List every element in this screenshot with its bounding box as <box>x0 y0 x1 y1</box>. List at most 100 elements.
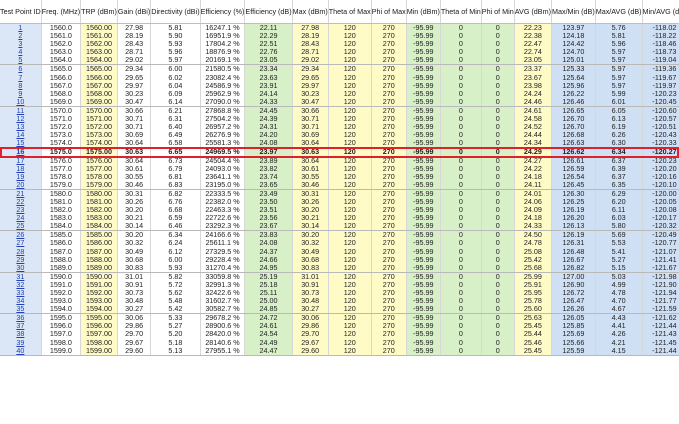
table-row[interactable]: 30 1589.0 1589.00 30.83 5.93 31270.4 % 24.95 30… <box>0 263 679 273</box>
test-point-id-link[interactable]: 25 <box>16 222 25 231</box>
table-row[interactable]: 40 1599.0 1599.00 29.60 5.13 27955.1 % 24.47 29… <box>0 346 679 356</box>
cell-theta-max: 120 <box>328 338 372 347</box>
test-point-id-link[interactable]: 36 <box>16 313 25 323</box>
test-point-id-link[interactable]: 13 <box>16 123 25 132</box>
test-point-id-link[interactable]: 38 <box>16 330 25 339</box>
table-row[interactable]: 25 1584.0 1584.00 30.14 6.46 23292.3 % 23.67 30… <box>0 222 679 232</box>
cell-phi-min: 0 <box>481 106 515 116</box>
test-point-id-link[interactable]: 1 <box>18 23 23 32</box>
table-row[interactable]: 17 1576.0 1576.00 30.64 6.73 24504.4 % 23.89 30… <box>0 156 679 165</box>
test-point-id-link[interactable]: 33 <box>16 289 25 297</box>
test-point-id-link[interactable]: 14 <box>16 131 25 140</box>
cell-directivity: 5.13 <box>150 346 201 356</box>
cell-avg: 25.63 <box>514 313 552 323</box>
table-row[interactable]: 15 1574.0 1574.00 30.64 6.58 25581.3 % 24.08 30… <box>0 139 679 149</box>
table-row[interactable]: 16 1575.0 1575.00 30.63 6.65 24969.5 % 23.97 30… <box>0 147 679 157</box>
table-row[interactable]: 8 1567.0 1567.00 29.97 6.04 24586.9 % 23.91 29.… <box>0 81 679 90</box>
test-point-id-link[interactable]: 22 <box>16 197 25 206</box>
table-row[interactable]: 5 1564.0 1564.00 29.02 5.97 20169.1 % 23.05 29.… <box>0 56 679 66</box>
table-row[interactable]: 21 1580.0 1580.00 30.31 6.82 22333.5 % 23.49 30… <box>0 189 679 198</box>
test-point-id-link[interactable]: 3 <box>18 40 23 49</box>
table-row[interactable]: 4 1563.0 1563.00 28.71 5.96 18876.9 % 22.76 28.… <box>0 48 679 57</box>
cell-max-min: 126.31 <box>551 239 596 248</box>
table-row[interactable]: 24 1583.0 1583.00 30.21 6.59 22722.6 % 23.56 30… <box>0 214 679 223</box>
test-point-id-link[interactable]: 5 <box>18 56 23 65</box>
cell-efficiency-db: 23.82 <box>244 164 293 173</box>
test-point-id-link[interactable]: 15 <box>16 139 25 148</box>
cell-max-avg: 6.03 <box>595 214 643 223</box>
table-row[interactable]: 19 1578.0 1578.00 30.55 6.81 23641.1 % 23.74 30… <box>0 172 679 181</box>
table-row[interactable]: 35 1594.0 1594.00 30.27 5.42 30582.7 % 24.85 30… <box>0 305 679 315</box>
cell-efficiency-db: 25.19 <box>244 272 293 281</box>
table-row[interactable]: 12 1571.0 1571.00 30.71 6.31 27504.2 % 24.39 30… <box>0 115 679 124</box>
table-row[interactable]: 37 1596.0 1596.00 29.86 5.27 28900.6 % 24.61 29… <box>0 322 679 331</box>
table-row[interactable]: 1 1560.0 1560.00 27.98 5.81 16247.1 % 22.11 27.… <box>0 23 679 33</box>
test-point-id-link[interactable]: 28 <box>16 247 25 256</box>
test-point-id-link[interactable]: 4 <box>18 48 23 57</box>
test-point-id-link[interactable]: 29 <box>16 255 25 264</box>
table-row[interactable]: 33 1592.0 1592.00 30.73 5.62 32422.6 % 25.11 30… <box>0 289 679 298</box>
test-point-id-link[interactable]: 21 <box>16 189 25 198</box>
table-row[interactable]: 34 1593.0 1593.00 30.48 5.48 31602.7 % 25.00 30… <box>0 297 679 306</box>
cell-id: 30 <box>0 263 42 273</box>
test-point-id-link[interactable]: 17 <box>16 156 25 165</box>
cell-efficiency-pct: 21580.5 % <box>200 64 246 74</box>
test-point-id-link[interactable]: 35 <box>16 305 25 314</box>
test-point-id-link[interactable]: 18 <box>16 164 25 173</box>
test-point-id-link[interactable]: 10 <box>16 97 25 106</box>
table-row[interactable]: 29 1588.0 1588.00 30.68 6.00 29228.4 % 24.66 30… <box>0 255 679 264</box>
test-point-id-link[interactable]: 40 <box>16 346 25 355</box>
test-point-id-link[interactable]: 34 <box>16 297 25 306</box>
table-row[interactable]: 7 1566.0 1566.00 29.65 6.02 23082.4 % 23.63 29.… <box>0 73 679 82</box>
cell-phi-max: 270 <box>371 280 407 289</box>
cell-gain: 30.26 <box>117 197 152 207</box>
test-point-id-link[interactable]: 12 <box>16 115 25 124</box>
table-row[interactable]: 2 1561.0 1561.00 28.19 5.90 16951.9 % 22.29 28.… <box>0 32 679 41</box>
cell-phi-min: 0 <box>481 322 515 331</box>
table-row[interactable]: 32 1591.0 1591.00 30.91 5.72 32991.3 % 25.18 30… <box>0 280 679 289</box>
table-row[interactable]: 31 1590.0 1590.00 31.01 5.82 33059.8 % 25.19 31… <box>0 272 679 281</box>
table-row[interactable]: 14 1573.0 1573.00 30.69 6.49 26276.9 % 24.20 30… <box>0 131 679 140</box>
table-row[interactable]: 27 1586.0 1586.00 30.32 6.24 25611.1 % 24.08 30… <box>0 239 679 248</box>
table-row[interactable]: 28 1587.0 1587.00 30.49 6.12 27329.5 % 24.37 30… <box>0 247 679 256</box>
test-point-id-link[interactable]: 7 <box>18 73 23 82</box>
test-point-id-link[interactable]: 39 <box>16 338 25 347</box>
table-row[interactable]: 22 1581.0 1581.00 30.26 6.76 22382.0 % 23.50 30… <box>0 197 679 207</box>
column-header-phi-max: Phi of Max <box>371 0 407 24</box>
cell-phi-max: 270 <box>371 73 407 82</box>
cell-freq: 1592.0 <box>41 289 82 298</box>
test-point-id-link[interactable]: 20 <box>16 180 25 189</box>
table-row[interactable]: 36 1595.0 1595.00 30.06 5.33 29678.2 % 24.72 30… <box>0 313 679 323</box>
table-row[interactable]: 20 1579.0 1579.00 30.46 6.83 23195.0 % 23.65 30… <box>0 180 679 190</box>
test-point-id-link[interactable]: 16 <box>16 147 25 157</box>
table-row[interactable]: 13 1572.0 1572.00 30.71 6.40 26957.2 % 24.31 30… <box>0 123 679 132</box>
test-point-id-link[interactable]: 9 <box>18 89 23 98</box>
test-point-id-link[interactable]: 31 <box>16 272 25 281</box>
cell-avg: 24.44 <box>514 131 552 140</box>
table-row[interactable]: 18 1577.0 1577.00 30.61 6.79 24093.0 % 23.82 30… <box>0 164 679 173</box>
test-point-id-link[interactable]: 24 <box>16 214 25 223</box>
test-point-id-link[interactable]: 6 <box>18 64 23 74</box>
test-point-id-link[interactable]: 32 <box>16 280 25 289</box>
table-row[interactable]: 26 1585.0 1585.00 30.20 6.34 24166.6 % 23.83 30… <box>0 230 679 240</box>
table-row[interactable]: 3 1562.0 1562.00 28.43 5.93 17804.2 % 22.51 28.… <box>0 40 679 49</box>
test-point-id-link[interactable]: 37 <box>16 322 25 331</box>
test-point-id-link[interactable]: 30 <box>16 263 25 272</box>
table-row[interactable]: 23 1582.0 1582.00 30.20 6.68 22463.3 % 23.51 30… <box>0 206 679 215</box>
column-header-freq: Freq. (MHz) <box>41 0 82 24</box>
table-row[interactable]: 38 1597.0 1597.00 29.70 5.20 28420.0 % 24.54 29… <box>0 330 679 339</box>
test-point-id-link[interactable]: 2 <box>18 32 23 41</box>
table-row[interactable]: 11 1570.0 1570.00 30.66 6.21 27868.8 % 24.45 30… <box>0 106 679 116</box>
test-point-id-link[interactable]: 19 <box>16 172 25 181</box>
cell-directivity: 6.46 <box>150 222 201 232</box>
test-point-id-link[interactable]: 23 <box>16 206 25 215</box>
cell-phi-min: 0 <box>481 115 515 124</box>
test-point-id-link[interactable]: 27 <box>16 239 25 248</box>
test-point-id-link[interactable]: 11 <box>16 106 25 115</box>
table-row[interactable]: 39 1598.0 1598.00 29.67 5.18 28140.6 % 24.49 29… <box>0 338 679 347</box>
test-point-id-link[interactable]: 26 <box>16 230 25 240</box>
table-row[interactable]: 9 1568.0 1568.00 30.23 6.09 25962.9 % 24.14 30.… <box>0 89 679 98</box>
test-point-id-link[interactable]: 8 <box>18 81 23 90</box>
table-row[interactable]: 10 1569.0 1569.00 30.47 6.14 27090.0 % 24.33 30… <box>0 97 679 107</box>
table-row[interactable]: 6 1565.0 1565.00 29.34 6.00 21580.5 % 23.34 29.… <box>0 64 679 74</box>
